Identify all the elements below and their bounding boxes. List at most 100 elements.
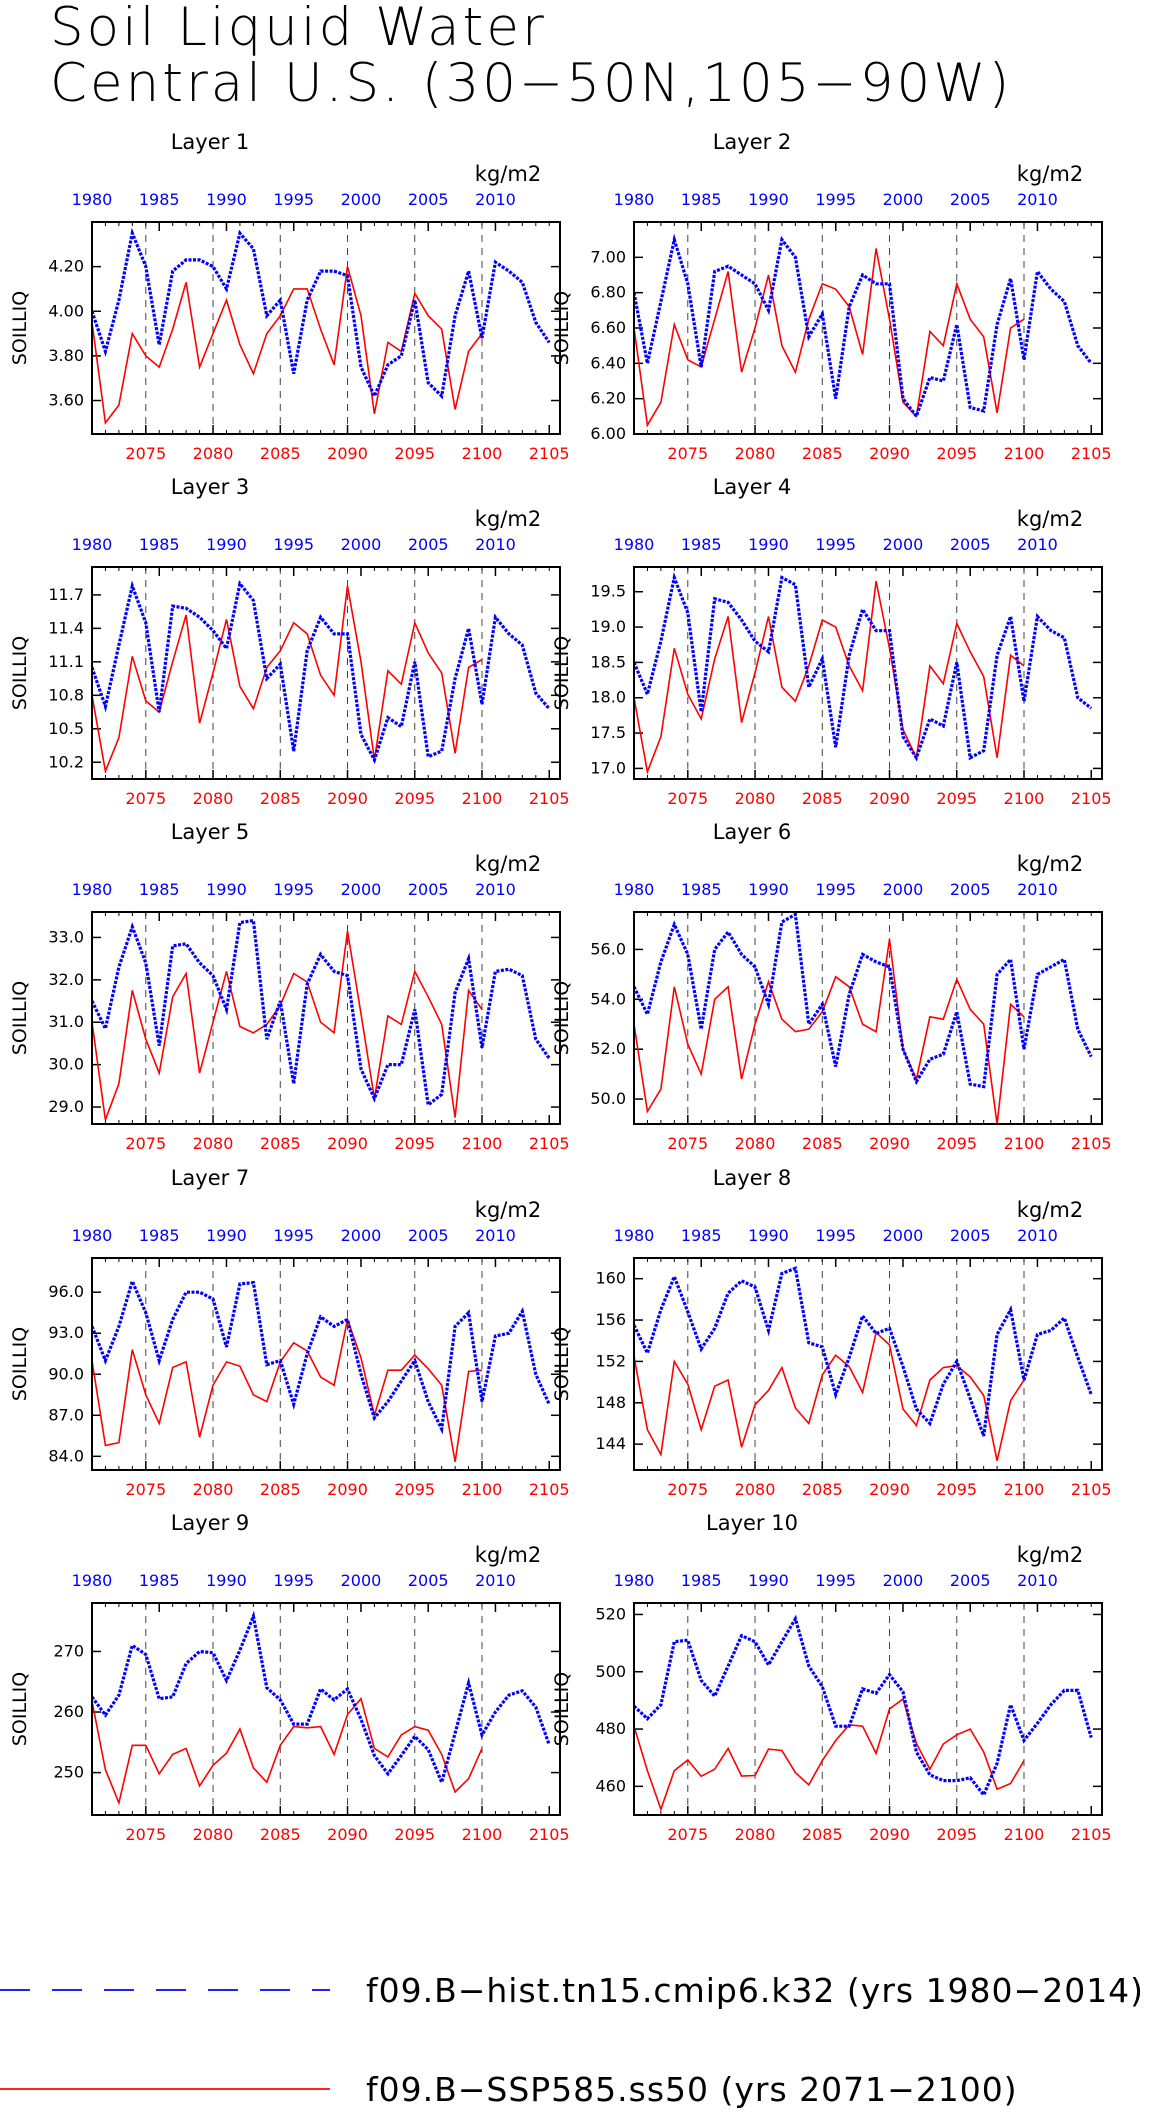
units-label: kg/m2 (1017, 1198, 1083, 1222)
y-tick-label: 250 (53, 1763, 84, 1782)
bottom-tick-label: 2095 (394, 444, 435, 463)
series-line-hist (634, 1614, 1093, 1799)
bottom-tick-label: 2080 (193, 1134, 234, 1153)
top-tick-label: 1985 (681, 880, 722, 899)
bottom-tick-label: 2090 (869, 1480, 910, 1499)
bottom-tick-label: 2090 (869, 1134, 910, 1153)
y-tick-label: 18.5 (590, 652, 626, 671)
y-tick-label: 93.0 (48, 1323, 84, 1342)
plot-frame (91, 566, 561, 780)
y-axis-label: SOILLIQ (9, 1327, 31, 1401)
y-tick-label: 6.80 (590, 283, 626, 302)
series-line-ssp585 (634, 580, 1025, 775)
series-line-ssp585 (634, 248, 1025, 428)
top-tick-label: 1985 (681, 535, 722, 554)
bottom-tick-label: 2075 (667, 1480, 708, 1499)
series-line-hist (634, 912, 1093, 1089)
units-label: kg/m2 (475, 507, 541, 531)
bottom-tick-label: 2080 (735, 789, 776, 808)
bottom-tick-label: 2080 (193, 789, 234, 808)
series-line-hist (634, 571, 1093, 762)
bottom-tick-label: 2100 (1004, 1480, 1045, 1499)
units-label: kg/m2 (1017, 1543, 1083, 1567)
top-tick-label: 1995 (815, 535, 856, 554)
chart-panel: Layer 2 kg/m2 SOILLIQ 2075 2080 2085 2090 2095 2… (551, 130, 1112, 463)
y-tick-label: 500 (595, 1662, 626, 1681)
panel-title: Layer 5 (171, 820, 250, 844)
y-tick-label: 19.0 (590, 617, 626, 636)
y-tick-label: 6.60 (590, 318, 626, 337)
units-label: kg/m2 (475, 162, 541, 186)
bottom-tick-label: 2075 (667, 1825, 708, 1844)
series-line-hist (92, 580, 551, 765)
top-tick-label: 1980 (72, 535, 113, 554)
y-tick-label: 4.00 (48, 301, 84, 320)
panel-title: Layer 3 (171, 475, 250, 499)
top-tick-label: 2005 (408, 1571, 449, 1590)
bottom-tick-label: 2095 (394, 789, 435, 808)
plot-frame (633, 221, 1103, 435)
bottom-tick-label: 2085 (260, 1134, 301, 1153)
top-tick-label: 1990 (748, 1226, 789, 1245)
top-tick-label: 1990 (748, 1571, 789, 1590)
top-tick-label: 2010 (475, 1226, 516, 1245)
bottom-tick-label: 2095 (936, 444, 977, 463)
y-tick-label: 3.60 (48, 391, 84, 410)
top-tick-label: 1985 (681, 1571, 722, 1590)
title-line-2: Central U.S. (30−50N,105−90W) (50, 53, 1013, 114)
plot-frame (633, 566, 1103, 780)
top-tick-label: 1980 (72, 880, 113, 899)
y-axis-label: SOILLIQ (551, 981, 573, 1055)
plot-frame (91, 1602, 561, 1816)
bottom-tick-label: 2095 (394, 1134, 435, 1153)
top-tick-label: 1990 (748, 535, 789, 554)
title-line-1: Soil Liquid Water (50, 0, 547, 58)
bottom-tick-label: 2105 (529, 444, 570, 463)
bottom-tick-label: 2080 (735, 1480, 776, 1499)
series-line-ssp585 (92, 930, 483, 1121)
bottom-tick-label: 2105 (529, 1480, 570, 1499)
panel-title: Layer 8 (713, 1166, 792, 1190)
bottom-tick-label: 2080 (735, 1825, 776, 1844)
y-tick-label: 480 (595, 1719, 626, 1738)
panel-title: Layer 6 (713, 820, 792, 844)
plot-frame (633, 911, 1103, 1125)
top-tick-label: 2005 (950, 880, 991, 899)
y-axis-label: SOILLIQ (9, 981, 31, 1055)
bottom-tick-label: 2105 (529, 789, 570, 808)
y-tick-label: 56.0 (590, 939, 626, 958)
top-tick-label: 2000 (883, 1226, 924, 1245)
y-tick-label: 156 (595, 1310, 626, 1329)
bottom-tick-label: 2085 (802, 1825, 843, 1844)
series-line-hist (92, 918, 551, 1108)
top-tick-label: 2010 (1017, 1571, 1058, 1590)
y-tick-label: 3.80 (48, 346, 84, 365)
top-tick-label: 2000 (341, 1571, 382, 1590)
bottom-tick-label: 2095 (936, 1480, 977, 1499)
y-tick-label: 270 (53, 1641, 84, 1660)
top-tick-label: 2000 (341, 880, 382, 899)
chart-panel: Layer 4 kg/m2 SOILLIQ 2075 2080 2085 2090 2095 2… (551, 475, 1112, 808)
bottom-tick-label: 2085 (260, 789, 301, 808)
top-tick-label: 1980 (614, 1226, 655, 1245)
series-line-ssp585 (92, 585, 483, 775)
y-tick-label: 32.0 (48, 970, 84, 989)
series-line-ssp585 (634, 1697, 1025, 1812)
y-tick-label: 6.00 (590, 424, 626, 443)
panel-title: Layer 2 (713, 130, 792, 154)
bottom-tick-label: 2105 (529, 1134, 570, 1153)
series-line-hist (634, 233, 1093, 420)
top-tick-label: 2000 (883, 190, 924, 209)
bottom-tick-label: 2090 (327, 1825, 368, 1844)
bottom-tick-label: 2085 (260, 1825, 301, 1844)
series-line-ssp585 (92, 266, 483, 425)
y-tick-label: 260 (53, 1702, 84, 1721)
chart-panel: Layer 7 kg/m2 SOILLIQ 2075 2080 2085 2090 2095 2… (9, 1166, 570, 1499)
panel-title: Layer 7 (171, 1166, 250, 1190)
units-label: kg/m2 (475, 1543, 541, 1567)
top-tick-label: 2005 (408, 1226, 449, 1245)
top-tick-label: 1985 (139, 190, 180, 209)
top-tick-label: 2010 (1017, 1226, 1058, 1245)
y-tick-label: 152 (595, 1351, 626, 1370)
series-line-ssp585 (92, 1316, 483, 1462)
